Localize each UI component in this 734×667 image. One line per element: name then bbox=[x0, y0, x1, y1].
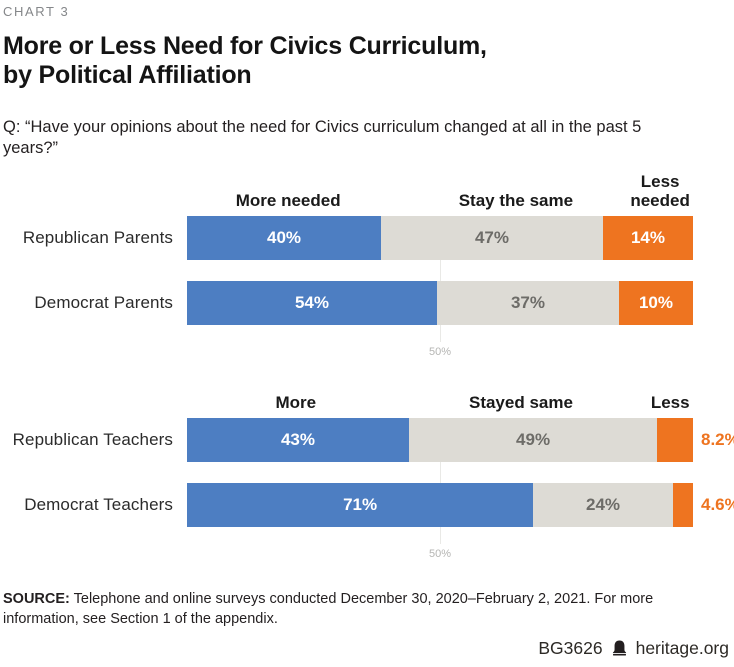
segment-value: 14% bbox=[630, 228, 665, 248]
segment-less bbox=[672, 483, 693, 528]
teachers-chart: More Stayed same Less Republican Teacher… bbox=[3, 392, 734, 561]
source-text: Telephone and online surveys conducted D… bbox=[3, 591, 654, 627]
segment-stay-the-same: 37% bbox=[436, 281, 619, 326]
site-link[interactable]: heritage.org bbox=[635, 638, 729, 658]
heritage-bell-icon bbox=[610, 639, 629, 658]
row-label: Republican Parents bbox=[22, 228, 173, 248]
fifty-percent-gridline bbox=[440, 418, 441, 545]
header-less-needed: Less needed bbox=[630, 171, 690, 211]
segment-value: 54% bbox=[294, 293, 329, 313]
segment-value: 43% bbox=[280, 430, 315, 450]
segment-value-outside: 4.6% bbox=[701, 495, 734, 515]
fifty-percent-gridline bbox=[440, 216, 441, 343]
fifty-percent-tick: 50% bbox=[428, 346, 452, 359]
segment-value: 24% bbox=[585, 495, 621, 515]
header-stayed-same: Stayed same bbox=[468, 393, 573, 413]
title-line-1: More or Less Need for Civics Curriculum, bbox=[3, 32, 487, 60]
segment-value: 49% bbox=[516, 430, 551, 450]
bar-row-republican-parents: Republican Parents 40% 47% 14% bbox=[3, 216, 693, 261]
segment-more: 43% bbox=[187, 418, 409, 463]
segment-stay-the-same: 47% bbox=[381, 216, 603, 261]
fifty-percent-tick: 50% bbox=[428, 548, 452, 561]
segment-more: 71% bbox=[187, 483, 534, 528]
bar-track: 71% 24% 4.6% bbox=[187, 483, 734, 528]
segment-value: 71% bbox=[343, 495, 378, 515]
bar-track: 54% 37% 10% bbox=[187, 281, 693, 326]
segment-more-needed: 54% bbox=[187, 281, 437, 326]
bar-row-democrat-parents: Democrat Parents 54% 37% 10% bbox=[3, 281, 693, 326]
teachers-column-headers: More Stayed same Less bbox=[187, 392, 693, 418]
segment-more-needed: 40% bbox=[187, 216, 381, 261]
bar-track: 40% 47% 14% bbox=[187, 216, 693, 261]
segment-less-needed: 10% bbox=[618, 281, 693, 326]
segment-stayed-same: 49% bbox=[408, 418, 658, 463]
title-line-2: by Political Affiliation bbox=[3, 61, 252, 90]
segment-value: 37% bbox=[510, 293, 545, 313]
bar-row-republican-teachers: Republican Teachers 43% 49% 8.2% bbox=[3, 418, 734, 463]
header-stay-the-same: Stay the same bbox=[458, 191, 574, 211]
source-label: SOURCE: bbox=[3, 591, 70, 608]
header-more: More bbox=[275, 393, 317, 413]
segment-less bbox=[657, 418, 693, 463]
parents-chart: More needed Stay the same Less needed Re… bbox=[3, 171, 693, 359]
segment-stayed-same: 24% bbox=[533, 483, 673, 528]
segment-value: 47% bbox=[474, 228, 509, 248]
footer: BG3626 heritage.org bbox=[538, 638, 729, 659]
segment-value: 10% bbox=[638, 293, 673, 313]
survey-question: Q: “Have your opinions about the need fo… bbox=[3, 117, 642, 158]
chart-number-label: CHART 3 bbox=[3, 4, 70, 19]
bar-row-democrat-teachers: Democrat Teachers 71% 24% 4.6% bbox=[3, 483, 734, 528]
page-title: More or Less Need for Civics Curriculum,… bbox=[3, 32, 734, 91]
row-label: Democrat Parents bbox=[34, 293, 173, 313]
row-label: Democrat Teachers bbox=[24, 495, 173, 515]
row-label: Republican Teachers bbox=[12, 430, 173, 450]
parents-column-headers: More needed Stay the same Less needed bbox=[187, 171, 693, 216]
bar-track: 43% 49% 8.2% bbox=[187, 418, 734, 463]
source-note: SOURCE: Telephone and online surveys con… bbox=[3, 590, 727, 629]
header-less: Less bbox=[650, 393, 690, 413]
segment-less-needed: 14% bbox=[602, 216, 693, 261]
segment-value: 40% bbox=[266, 228, 302, 248]
segment-value-outside: 8.2% bbox=[701, 430, 734, 450]
report-id: BG3626 bbox=[538, 638, 603, 658]
header-more-needed: More needed bbox=[235, 191, 341, 211]
